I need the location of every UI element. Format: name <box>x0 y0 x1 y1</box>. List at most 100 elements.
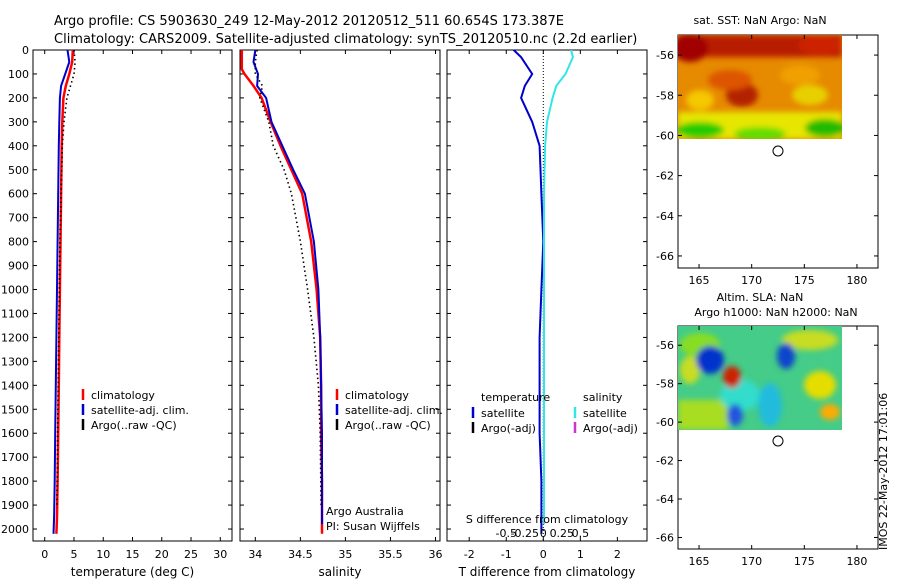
x-tick-label: 34.5 <box>288 548 313 561</box>
y-tick-label: 900 <box>8 260 29 273</box>
y-tick-label: 1900 <box>1 499 29 512</box>
map-y-tick-label: -58 <box>656 378 674 391</box>
salinity-panel: 34 34.5 35 35.5 36 salinity climatology satelli… <box>239 49 443 579</box>
map-x-tick-label: 165 <box>689 555 710 568</box>
y-tick-label: 800 <box>8 236 29 249</box>
map-y-tick-label: -66 <box>656 531 674 544</box>
watermark-text: IMOS 22-May-2012 17:01:06 <box>877 393 890 550</box>
y-tick-label: 1300 <box>1 355 29 368</box>
x-tick-label: 0 <box>540 548 547 561</box>
y-tick-label: 1100 <box>1 307 29 320</box>
x-tick-label: 35.5 <box>378 548 403 561</box>
header-line2: Climatology: CARS2009. Satellite-adjuste… <box>54 32 637 47</box>
legend-title-temperature: temperature <box>481 391 550 404</box>
map-y-tick-label: -64 <box>656 493 674 506</box>
x-tick-label: 34 <box>248 548 262 561</box>
y-tick-label: 1600 <box>1 427 29 440</box>
legend-label: satellite <box>583 407 627 420</box>
x-axis-label: salinity <box>318 565 361 579</box>
sst-map: 165 170 175 180 -56 -58 -60 -62 -64 -66 <box>656 34 879 287</box>
x-tick-label: 36 <box>428 548 442 561</box>
x-axis-label: T difference from climatology <box>458 565 636 579</box>
x-tick-label: 35 <box>338 548 352 561</box>
annotation-line2: PI: Susan Wijffels <box>326 520 420 533</box>
series-line-climatology <box>55 49 75 534</box>
s-tick-label: 0.25 <box>550 527 575 540</box>
legend-label: satellite-adj. clim. <box>345 404 443 417</box>
map-y-tick-label: -64 <box>656 210 674 223</box>
x-tick-label: 15 <box>126 548 140 561</box>
legend-label: Argo(-adj) <box>481 422 536 435</box>
legend-label: Argo(..raw -QC) <box>91 419 177 432</box>
map-y-tick-label: -62 <box>656 170 674 183</box>
series-line-satellite <box>52 49 71 534</box>
plot-frame <box>239 49 441 542</box>
legend-label: Argo(..raw -QC) <box>345 419 431 432</box>
map-x-tick-label: 180 <box>846 555 867 568</box>
x-axis-label: temperature (deg C) <box>71 565 194 579</box>
map-y-tick-label: -62 <box>656 455 674 468</box>
sst-argo-marker <box>772 145 784 157</box>
s-tick-label: -0.5 <box>496 527 517 540</box>
x-tick-label: 0 <box>41 548 48 561</box>
series-line-argo <box>56 49 76 506</box>
map-x-tick-label: 170 <box>741 555 762 568</box>
map-y-tick-label: -66 <box>656 250 674 263</box>
legend-label: Argo(-adj) <box>583 422 638 435</box>
series-line-argo <box>254 49 322 506</box>
sst-map-axes: 165 170 175 180 -56 -58 -60 -62 -64 -66 <box>656 35 878 287</box>
header-line1: Argo profile: CS 5903630_249 12-May-2012… <box>54 14 564 29</box>
x-tick-label: 1 <box>577 548 584 561</box>
sla-map-subtitle: Argo h1000: NaN h2000: NaN <box>694 306 857 319</box>
map-y-tick-label: -58 <box>656 89 674 102</box>
sla-map-title: Altim. SLA: NaN <box>717 291 804 304</box>
y-tick-label: 1000 <box>1 284 29 297</box>
sst-heatmap-field <box>678 35 842 139</box>
map-x-tick-label: 170 <box>741 274 762 287</box>
x-tick-label: 5 <box>70 548 77 561</box>
map-y-tick-label: -56 <box>656 339 674 352</box>
y-tick-label: 1700 <box>1 451 29 464</box>
map-y-tick-label: -60 <box>656 129 674 142</box>
y-tick-label: 500 <box>8 164 29 177</box>
s-tick-label: -0.25 <box>511 527 539 540</box>
x-tick-label: -1 <box>501 548 512 561</box>
map-x-tick-label: 175 <box>794 555 815 568</box>
x-tick-label: -2 <box>464 548 475 561</box>
plot-frame <box>32 49 233 542</box>
y-tick-label: 400 <box>8 140 29 153</box>
sla-map: 165 170 175 180 -56 -58 -60 -62 -64 -66 <box>656 325 879 568</box>
x-tick-label: 20 <box>155 548 169 561</box>
legend-label: satellite-adj. clim. <box>91 404 189 417</box>
s-tick-label: 0 <box>540 527 547 540</box>
x-tick-label: 30 <box>213 548 227 561</box>
legend-label: climatology <box>91 389 155 402</box>
map-x-tick-label: 165 <box>689 274 710 287</box>
sla-argo-marker <box>772 435 784 447</box>
map-x-tick-label: 180 <box>846 274 867 287</box>
sla-map-axes: 165 170 175 180 -56 -58 -60 -62 -64 -66 <box>656 326 878 568</box>
y-tick-label: 1200 <box>1 331 29 344</box>
y-tick-label: 2000 <box>1 523 29 536</box>
legend-label: climatology <box>345 389 409 402</box>
sla-heatmap-field <box>678 326 842 430</box>
y-tick-label: 1500 <box>1 403 29 416</box>
x-tick-label: 25 <box>184 548 198 561</box>
s-tick-label: 0.5 <box>572 527 590 540</box>
y-tick-label: 0 <box>22 44 29 57</box>
temperature-panel: 0100200300400500600700800900100011001200… <box>1 44 233 579</box>
legend-title-salinity: salinity <box>583 391 623 404</box>
map-y-tick-label: -56 <box>656 49 674 62</box>
difference-panel: -2 -1 0 1 2 T difference from climatology -0.5… <box>446 49 648 579</box>
s-axis-title: S difference from climatology <box>466 513 629 526</box>
y-tick-label: 1800 <box>1 475 29 488</box>
legend-label: satellite <box>481 407 525 420</box>
y-tick-label: 200 <box>8 92 29 105</box>
x-tick-label: 10 <box>96 548 110 561</box>
y-tick-label: 700 <box>8 212 29 225</box>
sst-map-title: sat. SST: NaN Argo: NaN <box>693 14 826 27</box>
y-tick-label: 300 <box>8 116 29 129</box>
annotation-line1: Argo Australia <box>326 505 404 518</box>
x-tick-label: 2 <box>614 548 621 561</box>
